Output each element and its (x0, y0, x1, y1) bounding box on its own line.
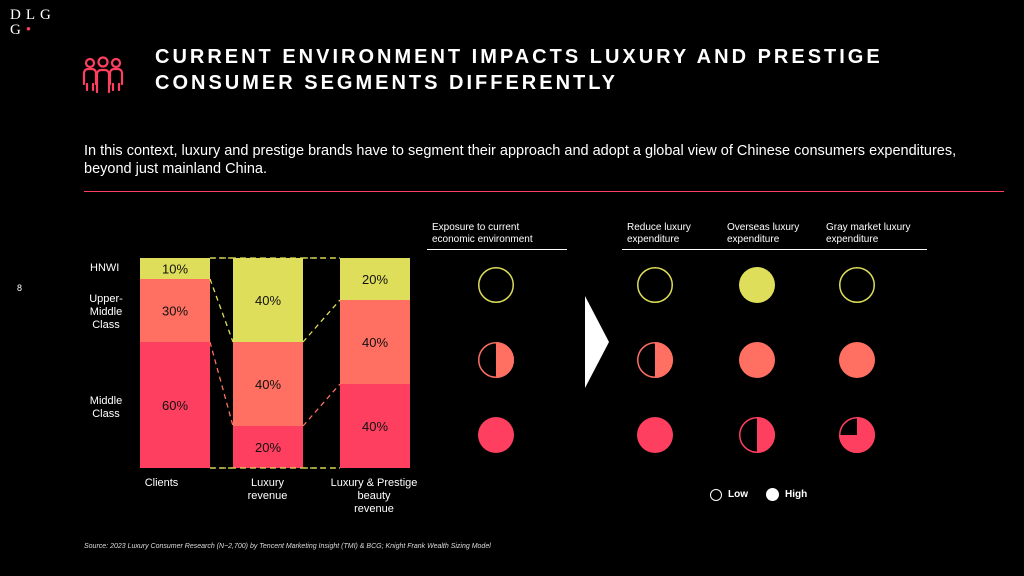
title-line-2: CONSUMER SEGMENTS DIFFERENTLY (155, 72, 618, 94)
exposure-header-line: economic environment (432, 234, 533, 245)
bar-segment (340, 258, 410, 300)
column-header-line: expenditure (727, 234, 780, 245)
category-label-line: revenue (354, 503, 394, 515)
columns-header-rule (622, 249, 927, 250)
title-line-1: CURRENT ENVIRONMENT IMPACTS LUXURY AND P… (155, 46, 883, 68)
category-label-beauty: Luxury & Prestige beauty revenue (324, 477, 424, 516)
bar-connector-line (302, 299, 341, 343)
bar-segment (140, 258, 210, 279)
segment-label-upper-line: Middle (89, 306, 123, 318)
page-number: 8 (17, 283, 23, 293)
bar-data-label: 30% (162, 304, 188, 319)
segment-label-upper-line: Upper- (89, 293, 123, 305)
harvey-ball (478, 417, 514, 453)
segment-label-middle-line: Middle (89, 395, 123, 407)
category-label-line: revenue (247, 490, 288, 502)
harvey-ball (478, 267, 514, 303)
column-header-line: Gray market luxury (826, 222, 911, 233)
bar-connector-line (209, 341, 234, 427)
logo-line-1: DLG (10, 7, 56, 23)
legend-low-label: Low (728, 489, 748, 500)
harvey-ball (839, 267, 875, 303)
harvey-ball-matrix (478, 267, 875, 453)
stacked-bar-chart: 10% 30% 60% 40% 40% 20% 20% 40% 40% (140, 257, 410, 469)
category-label-line: Clients (144, 477, 179, 489)
column-header-reduce: Reduce luxury expenditure (627, 222, 691, 246)
bar-segment (140, 342, 210, 468)
divider (84, 191, 1004, 192)
harvey-ball (739, 342, 775, 378)
subtitle: In this context, luxury and prestige bra… (84, 143, 957, 177)
segment-label-hnwi-line: HNWI (90, 262, 120, 274)
harvey-ball (839, 342, 875, 378)
bar-connector-line (302, 383, 341, 427)
bar-segment (233, 258, 303, 342)
category-label-luxury: Luxury revenue (230, 477, 305, 503)
page-title: CURRENT ENVIRONMENT IMPACTS LUXURY AND P… (155, 44, 883, 96)
source-text: 2023 Luxury Consumer Research (N~2,700) … (108, 543, 491, 550)
logo-line-2: G (10, 22, 26, 38)
column-header-line: expenditure (826, 234, 879, 245)
source-note: Source: 2023 Luxury Consumer Research (N… (84, 543, 491, 550)
category-label-line: Luxury (250, 477, 285, 489)
bar-data-label: 40% (362, 335, 388, 350)
exposure-header: Exposure to current economic environment (432, 222, 533, 246)
legend-high-label: High (785, 489, 808, 500)
harvey-ball (637, 342, 673, 378)
harvey-ball (839, 417, 875, 453)
bar-data-label: 40% (255, 293, 281, 308)
bar-segment (340, 300, 410, 384)
bar-segment (233, 426, 303, 468)
legend-low-swatch (710, 488, 722, 501)
exposure-header-rule (427, 249, 567, 250)
source-label: Source: (84, 543, 109, 550)
category-label-clients: Clients (124, 477, 199, 490)
column-header-line: Reduce luxury (627, 222, 691, 233)
exposure-header-line: Exposure to current (432, 222, 520, 233)
column-header-overseas: Overseas luxury expenditure (727, 222, 799, 246)
category-label-line: Luxury & Prestige (330, 477, 418, 489)
column-header-gray: Gray market luxury expenditure (826, 222, 910, 246)
segment-label-hnwi: HNWI (90, 262, 119, 275)
segment-label-middle: Middle Class (86, 395, 126, 421)
bar-data-label: 10% (162, 262, 188, 277)
harvey-ball (637, 267, 673, 303)
column-header-line: Overseas luxury (727, 222, 800, 233)
category-label-line: beauty (357, 490, 391, 502)
bar-data-label: 20% (255, 440, 281, 455)
dlg-logo: DLG G• (10, 7, 56, 38)
bar-connector-line (209, 278, 234, 343)
bar-segment (233, 342, 303, 426)
harvey-ball (739, 267, 775, 303)
bar-data-label: 60% (162, 398, 188, 413)
harvey-ball (478, 342, 514, 378)
legend: Low High (710, 488, 807, 501)
segment-label-upper-middle: Upper- Middle Class (86, 293, 126, 332)
bar-data-label: 20% (362, 272, 388, 287)
bar-segment (140, 279, 210, 342)
bar-data-label: 40% (255, 377, 281, 392)
legend-high-swatch (766, 488, 779, 501)
segment-label-upper-line: Class (92, 319, 120, 331)
arrow-right-icon (585, 296, 609, 388)
bar-data-label: 40% (362, 419, 388, 434)
harvey-ball (739, 417, 775, 453)
harvey-ball (637, 417, 673, 453)
segment-label-middle-line: Class (92, 408, 120, 420)
bar-segment (340, 384, 410, 468)
people-group-icon (82, 56, 124, 94)
column-header-line: expenditure (627, 234, 680, 245)
